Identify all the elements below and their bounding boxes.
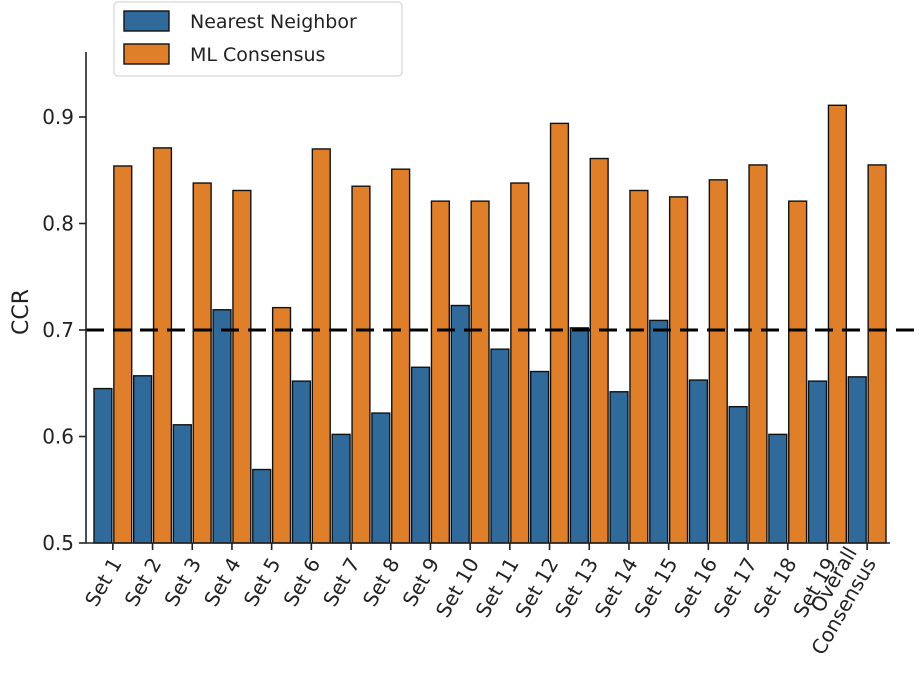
bar-nearest-neighbor-1 bbox=[93, 387, 113, 544]
bar-nearest-neighbor-7 bbox=[331, 433, 351, 544]
bar-ml-consensus-10 bbox=[470, 200, 490, 544]
x-tick-label: Set 3 bbox=[159, 554, 206, 611]
bar-ml-consensus-3 bbox=[192, 182, 212, 544]
legend-swatch-ml-consensus bbox=[123, 43, 170, 65]
bar-ml-consensus-18 bbox=[788, 200, 808, 544]
bars-group bbox=[93, 104, 887, 544]
bar-ml-consensus-9 bbox=[430, 200, 451, 544]
bar-ml-consensus-12 bbox=[549, 122, 570, 544]
y-ticks-group: 0.5 0.6 0.7 0.8 0.9 bbox=[42, 105, 86, 555]
bar-nearest-neighbor-2 bbox=[132, 375, 153, 544]
bar-ml-consensus-2 bbox=[152, 147, 173, 544]
bar-ml-consensus-7 bbox=[351, 185, 371, 544]
bar-nearest-neighbor-9 bbox=[410, 366, 431, 544]
bar-nearest-neighbor-11 bbox=[490, 348, 510, 544]
x-tick-label: Set 4 bbox=[199, 554, 246, 611]
bar-ml-consensus-19 bbox=[827, 104, 848, 544]
bar-ml-consensus-4 bbox=[232, 189, 252, 544]
bar-nearest-neighbor-18 bbox=[768, 433, 788, 544]
bar-nearest-neighbor-14 bbox=[609, 391, 629, 544]
bar-nearest-neighbor-17 bbox=[728, 405, 748, 544]
bar-nearest-neighbor-3 bbox=[172, 424, 192, 544]
y-tick-label: 0.7 bbox=[42, 318, 74, 342]
legend-label-nearest-neighbor: Nearest Neighbor bbox=[190, 11, 357, 33]
y-tick-label: 0.6 bbox=[42, 425, 74, 449]
bar-ml-consensus-17 bbox=[748, 164, 768, 544]
bar-nearest-neighbor-13 bbox=[569, 327, 589, 544]
bar-ml-consensus-11 bbox=[510, 182, 530, 544]
legend-label-ml-consensus: ML Consensus bbox=[190, 44, 325, 66]
bar-ml-consensus-6 bbox=[311, 148, 331, 544]
y-axis-label: CCR bbox=[9, 289, 34, 335]
axes-group bbox=[85, 52, 890, 544]
bar-ml-consensus-14 bbox=[629, 189, 649, 544]
bar-nearest-neighbor-8 bbox=[371, 412, 391, 544]
legend-frame bbox=[113, 1, 403, 77]
bar-nearest-neighbor-6 bbox=[291, 380, 312, 544]
x-tick-label: Set 6 bbox=[278, 554, 325, 611]
bar-ml-consensus-20 bbox=[867, 164, 887, 544]
bar-ml-consensus-16 bbox=[708, 179, 728, 544]
bar-nearest-neighbor-10 bbox=[450, 304, 470, 544]
x-tick-label: Set 5 bbox=[239, 554, 286, 611]
bar-nearest-neighbor-20 bbox=[847, 376, 867, 544]
bar-nearest-neighbor-19 bbox=[807, 380, 828, 544]
x-tick-label: Set 1 bbox=[80, 554, 127, 611]
bar-nearest-neighbor-5 bbox=[252, 468, 272, 544]
x-tick-label: Set 7 bbox=[318, 554, 365, 611]
legend-swatch-nearest-neighbor bbox=[123, 10, 170, 32]
bar-nearest-neighbor-4 bbox=[212, 309, 232, 544]
bar-ml-consensus-5 bbox=[271, 306, 292, 544]
bar-ml-consensus-8 bbox=[391, 168, 411, 544]
bar-nearest-neighbor-15 bbox=[649, 319, 669, 544]
y-tick-label: 0.5 bbox=[42, 531, 74, 555]
bar-ml-consensus-15 bbox=[668, 196, 689, 544]
legend: Nearest Neighbor ML Consensus bbox=[113, 1, 403, 77]
x-tick-label: Set 8 bbox=[358, 554, 405, 611]
x-tick-label: Set 2 bbox=[120, 554, 167, 611]
bar-ml-consensus-13 bbox=[589, 157, 609, 544]
bar-nearest-neighbor-12 bbox=[530, 370, 550, 544]
bar-ml-consensus-1 bbox=[113, 165, 133, 544]
bar-nearest-neighbor-16 bbox=[688, 379, 709, 544]
y-tick-label: 0.8 bbox=[42, 212, 74, 236]
y-tick-label: 0.9 bbox=[42, 105, 74, 129]
